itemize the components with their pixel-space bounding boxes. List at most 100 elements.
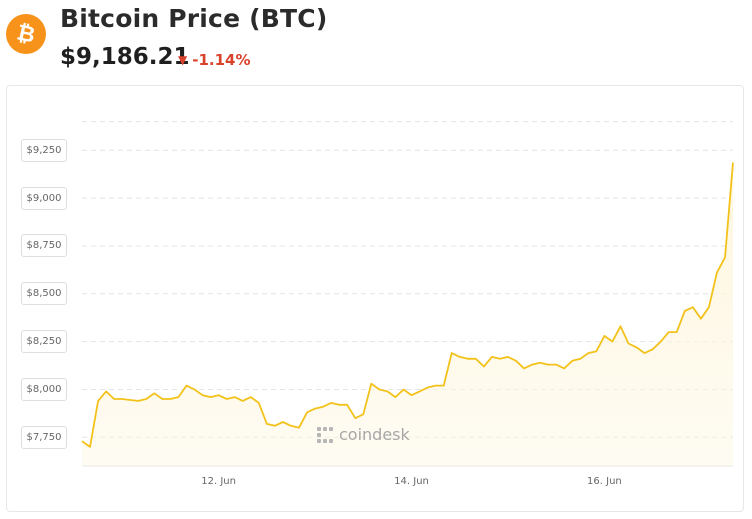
price-point bbox=[666, 329, 672, 335]
price-point bbox=[280, 419, 286, 425]
price-point bbox=[288, 423, 294, 429]
price-point bbox=[151, 390, 157, 396]
price-point bbox=[119, 396, 125, 402]
price-point bbox=[577, 356, 583, 362]
price-point bbox=[433, 383, 439, 389]
price-point bbox=[634, 344, 640, 350]
watermark-text: coindesk bbox=[339, 425, 410, 444]
price-point bbox=[609, 339, 615, 345]
y-tick-label: $9,000 bbox=[21, 186, 67, 210]
price-point bbox=[690, 304, 696, 310]
price-point bbox=[722, 254, 728, 260]
y-tick-label: $9,250 bbox=[21, 138, 67, 162]
price-point bbox=[392, 394, 398, 400]
y-tick-label: $8,750 bbox=[21, 234, 67, 258]
price-point bbox=[248, 394, 254, 400]
current-price: $9,186.21 bbox=[60, 44, 190, 70]
page-title: Bitcoin Price (BTC) bbox=[60, 4, 328, 33]
price-point bbox=[103, 388, 109, 394]
price-point bbox=[497, 356, 503, 362]
price-line bbox=[81, 162, 734, 448]
price-point bbox=[344, 402, 350, 408]
price-change-percent: -1.14% bbox=[192, 51, 251, 69]
price-point bbox=[208, 394, 214, 400]
price-point bbox=[320, 404, 326, 410]
price-point bbox=[417, 388, 423, 394]
price-point bbox=[545, 362, 551, 368]
price-point bbox=[328, 400, 334, 406]
x-tick-label: 12. Jun bbox=[201, 476, 236, 487]
price-point bbox=[730, 160, 736, 166]
price-point bbox=[553, 362, 559, 368]
price-point bbox=[489, 354, 495, 360]
price-point bbox=[183, 383, 189, 389]
y-tick-label: $8,250 bbox=[21, 330, 67, 354]
price-point bbox=[384, 388, 390, 394]
price-point bbox=[601, 333, 607, 339]
y-tick-label: $8,500 bbox=[21, 282, 67, 306]
price-point bbox=[706, 304, 712, 310]
price-point bbox=[537, 360, 543, 366]
coindesk-logo-icon bbox=[317, 426, 333, 443]
price-point bbox=[256, 400, 262, 406]
price-point bbox=[593, 348, 599, 354]
price-area-fill bbox=[82, 162, 733, 466]
price-point bbox=[264, 421, 270, 427]
price-point bbox=[95, 398, 101, 404]
price-point bbox=[175, 394, 181, 400]
price-point bbox=[561, 365, 567, 371]
price-point bbox=[505, 354, 511, 360]
x-tick-label: 16. Jun bbox=[587, 476, 622, 487]
price-point bbox=[352, 415, 358, 421]
price-point bbox=[143, 396, 149, 402]
price-change: ▼ -1.14% bbox=[178, 51, 251, 69]
price-point bbox=[200, 392, 206, 398]
price-point bbox=[409, 392, 415, 398]
price-point bbox=[87, 444, 93, 450]
price-point bbox=[473, 356, 479, 362]
price-point bbox=[617, 323, 623, 329]
price-point bbox=[232, 394, 238, 400]
coindesk-watermark: coindesk bbox=[317, 425, 410, 444]
price-point bbox=[481, 363, 487, 369]
price-point bbox=[111, 396, 117, 402]
price-point bbox=[674, 329, 680, 335]
price-point bbox=[513, 358, 519, 364]
price-point bbox=[192, 386, 198, 392]
price-point bbox=[376, 386, 382, 392]
price-point bbox=[682, 308, 688, 314]
price-point bbox=[457, 354, 463, 360]
price-point bbox=[368, 381, 374, 387]
price-point bbox=[135, 398, 141, 404]
bitcoin-logo: ₿ bbox=[6, 14, 46, 54]
price-point bbox=[336, 402, 342, 408]
price-point bbox=[626, 341, 632, 347]
price-point bbox=[360, 411, 366, 417]
price-point bbox=[465, 356, 471, 362]
price-point bbox=[240, 398, 246, 404]
price-point bbox=[441, 383, 447, 389]
triangle-down-icon: ▼ bbox=[178, 53, 188, 67]
y-tick-label: $7,750 bbox=[21, 425, 67, 449]
y-tick-label: $8,000 bbox=[21, 377, 67, 401]
price-point bbox=[642, 350, 648, 356]
price-point bbox=[312, 406, 318, 412]
price-point bbox=[658, 339, 664, 345]
price-point bbox=[569, 358, 575, 364]
price-point bbox=[304, 409, 310, 415]
price-point bbox=[167, 396, 173, 402]
price-point bbox=[127, 397, 133, 403]
x-tick-label: 14. Jun bbox=[394, 476, 429, 487]
price-point bbox=[400, 386, 406, 392]
price-point bbox=[425, 385, 431, 391]
price-point bbox=[714, 270, 720, 276]
price-point bbox=[698, 316, 704, 322]
price-point bbox=[224, 396, 230, 402]
price-point bbox=[650, 346, 656, 352]
price-point bbox=[296, 425, 302, 431]
price-point bbox=[272, 423, 278, 429]
price-point bbox=[449, 350, 455, 356]
price-point bbox=[79, 438, 85, 444]
price-point bbox=[159, 396, 165, 402]
